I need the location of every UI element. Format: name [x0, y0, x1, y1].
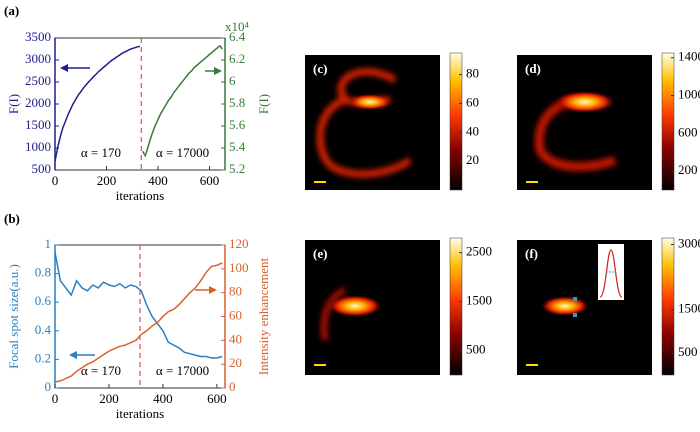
- y2-tick-label: 6.2: [229, 51, 245, 66]
- y2-tick-label: 80: [229, 284, 242, 299]
- y-tick-label: 1500: [25, 117, 51, 132]
- y-tick-label: 2500: [25, 73, 51, 88]
- y-tick-label: 0.4: [35, 322, 52, 337]
- y-tick-label: 0.2: [35, 350, 51, 365]
- image-e: [305, 240, 440, 375]
- y2-tick-label: 100: [229, 260, 249, 275]
- x-tick-label: 400: [153, 391, 173, 406]
- y2-tick-label: 5.8: [229, 95, 245, 110]
- x-axis-label: iterations: [116, 406, 164, 421]
- y-tick-label: 500: [32, 161, 52, 176]
- y-tick-label: 2000: [25, 95, 51, 110]
- colorbar-tick-label: 40: [466, 123, 479, 138]
- panel-label: (d): [525, 61, 541, 76]
- y2-axis-label: Intensity enhancement: [256, 257, 271, 375]
- colorbar: [449, 52, 463, 191]
- colorbar-tick-label: 20: [466, 152, 479, 167]
- y-tick-label: 1000: [25, 139, 51, 154]
- image-c: [305, 55, 440, 190]
- colorbar-tick-label: 600: [678, 124, 698, 139]
- data-line: [141, 44, 223, 158]
- y2-tick-label: 6: [229, 73, 236, 88]
- annotation: α = 17000: [156, 363, 209, 378]
- data-line: [54, 45, 141, 162]
- x-tick-label: 600: [207, 391, 227, 406]
- colorbar: [449, 237, 463, 376]
- x-tick-label: 400: [148, 173, 168, 188]
- y2-tick-label: 120: [229, 236, 249, 251]
- colorbar-tick-label: 1500: [678, 301, 700, 316]
- x-axis-label: iterations: [116, 188, 164, 203]
- x-tick-label: 0: [52, 173, 59, 188]
- panel-label: (a): [4, 3, 19, 18]
- panel-label: (c): [313, 61, 327, 76]
- x-tick-label: 200: [97, 173, 117, 188]
- y-tick-label: 0.6: [35, 293, 52, 308]
- colorbar-tick-label: 200: [678, 162, 698, 177]
- y-axis-label: F(I): [6, 94, 21, 114]
- y-axis-label: Focal spot size(a.u.): [6, 264, 21, 369]
- colorbar-tick-label: 1500: [466, 293, 492, 308]
- y-tick-label: 3500: [25, 29, 51, 44]
- colorbar-tick-label: 60: [466, 94, 479, 109]
- y2-tick-label: 5.2: [229, 161, 245, 176]
- y2-tick-label: 6.4: [229, 29, 246, 44]
- y2-tick-label: 5.4: [229, 139, 246, 154]
- y2-axis-label: F(I): [256, 94, 271, 114]
- panel-label: (e): [313, 246, 327, 261]
- data-line: [54, 262, 223, 383]
- colorbar: [661, 237, 675, 376]
- panel-label: (f): [525, 246, 538, 261]
- y2-tick-label: 40: [229, 331, 242, 346]
- annotation: α = 170: [81, 363, 121, 378]
- data-line: [54, 252, 223, 359]
- colorbar-tick-label: 1000: [678, 87, 700, 102]
- y-tick-label: 0: [45, 379, 52, 394]
- colorbar-tick-label: 3000: [678, 236, 700, 251]
- y2-multiplier: x10⁴: [225, 19, 250, 34]
- arrows: [60, 64, 222, 359]
- image-d: [517, 55, 652, 190]
- annotation: α = 17000: [156, 145, 209, 160]
- y-tick-label: 1: [45, 236, 52, 251]
- y2-tick-label: 20: [229, 355, 242, 370]
- panel-label: (b): [4, 211, 20, 226]
- x-tick-label: 600: [200, 173, 220, 188]
- y2-tick-label: 5.6: [229, 117, 246, 132]
- colorbar-tick-label: 500: [466, 342, 486, 357]
- colorbar-tick-label: 2500: [466, 244, 492, 259]
- y-tick-label: 0.8: [35, 265, 51, 280]
- colorbar-tick-label: 500: [678, 344, 698, 359]
- x-tick-label: 200: [99, 391, 119, 406]
- colorbar-tick-label: 80: [466, 66, 479, 81]
- y2-tick-label: 60: [229, 307, 242, 322]
- image-f: [517, 240, 652, 375]
- colorbar: [661, 52, 675, 191]
- y-tick-label: 3000: [25, 51, 51, 66]
- colorbar-tick-label: 1400: [678, 49, 700, 64]
- annotation: α = 170: [81, 145, 121, 160]
- x-tick-label: 0: [52, 391, 59, 406]
- y2-tick-label: 0: [229, 379, 236, 394]
